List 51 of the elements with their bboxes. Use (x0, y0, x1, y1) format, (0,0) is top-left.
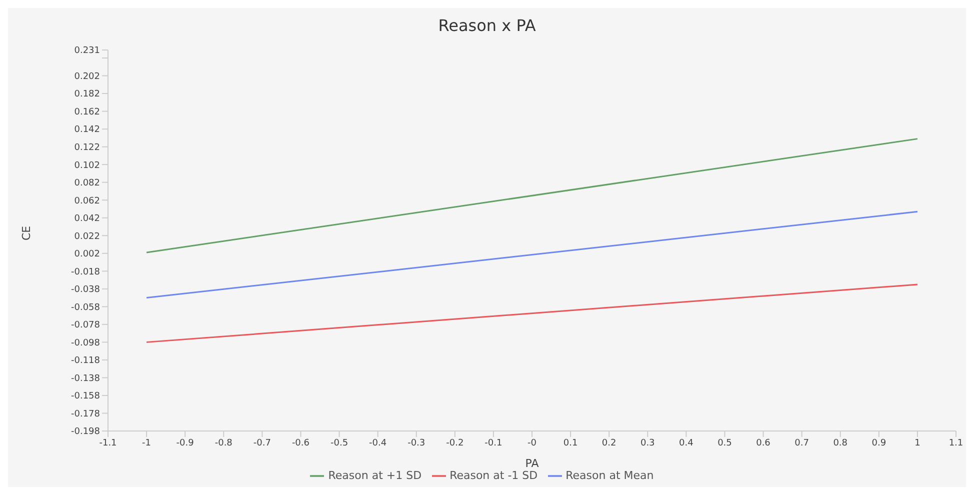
y-tick-label: -0.078 (70, 320, 100, 331)
x-tick-label: 0.7 (794, 438, 809, 448)
x-tick-label: -0.9 (176, 438, 194, 448)
y-tick-label: -0.098 (70, 338, 100, 348)
chart-title: Reason x PA (437, 15, 537, 37)
x-axis-title: PA (525, 457, 540, 470)
y-tick-label: 0.102 (74, 160, 100, 171)
y-tick-label: -0.058 (70, 302, 100, 313)
y-tick-label: 0.022 (74, 232, 100, 242)
x-tick-label: 0.6 (756, 438, 771, 448)
y-tick-label: -0.158 (70, 392, 100, 402)
x-tick-label: -0.1 (484, 438, 502, 448)
y-tick-label: -0.198 (70, 427, 100, 438)
x-tick-label: 0.9 (872, 438, 886, 448)
y-tick-label: 0.062 (74, 196, 100, 206)
legend-label: Reason at -1 SD (450, 469, 538, 482)
y-tick-label: -0.018 (70, 267, 100, 278)
y-tick-label: -0.178 (70, 409, 100, 420)
x-tick-label: 0.2 (602, 438, 616, 448)
y-axis-title: CE (20, 226, 33, 240)
y-tick-label: 0.042 (74, 214, 100, 224)
y-tick-label: 0.122 (74, 143, 100, 153)
legend-label: Reason at Mean (566, 469, 654, 482)
legend-label: Reason at +1 SD (328, 469, 422, 482)
x-tick-label: -0.4 (369, 438, 387, 448)
x-tick-label: 0.5 (718, 438, 732, 448)
x-tick-label: -0.7 (253, 438, 271, 448)
y-tick-label: 0.082 (74, 178, 100, 189)
x-tick-label: -0.3 (408, 438, 426, 448)
x-tick-label: 0.4 (679, 438, 694, 448)
x-tick-label: -0.6 (292, 438, 310, 448)
y-tick-label: -0.138 (70, 374, 100, 384)
y-tick-label: 0.002 (74, 250, 100, 260)
x-tick-label: -1 (142, 438, 152, 448)
y-tick-label: -0.038 (70, 285, 100, 296)
x-tick-label: -1.1 (99, 438, 117, 448)
y-tick-label: 0.202 (74, 72, 100, 82)
y-tick-label: 0.182 (74, 90, 100, 100)
x-tick-label: 0.3 (640, 438, 655, 448)
y-tick-label: 0.142 (74, 125, 100, 136)
x-tick-label: 1 (914, 438, 920, 448)
x-tick-label: 1.1 (948, 438, 964, 448)
y-tick-label: 0.231 (74, 46, 100, 56)
x-tick-label: -0.8 (214, 438, 233, 448)
y-tick-label: -0.118 (70, 356, 100, 366)
x-tick-label: -0.5 (330, 438, 348, 448)
x-tick-label: 0.8 (833, 438, 848, 448)
x-tick-label: 0.1 (563, 438, 578, 448)
x-tick-label: -0.2 (446, 438, 464, 448)
y-tick-label: 0.162 (74, 107, 100, 118)
x-tick-label: -0 (528, 438, 537, 448)
